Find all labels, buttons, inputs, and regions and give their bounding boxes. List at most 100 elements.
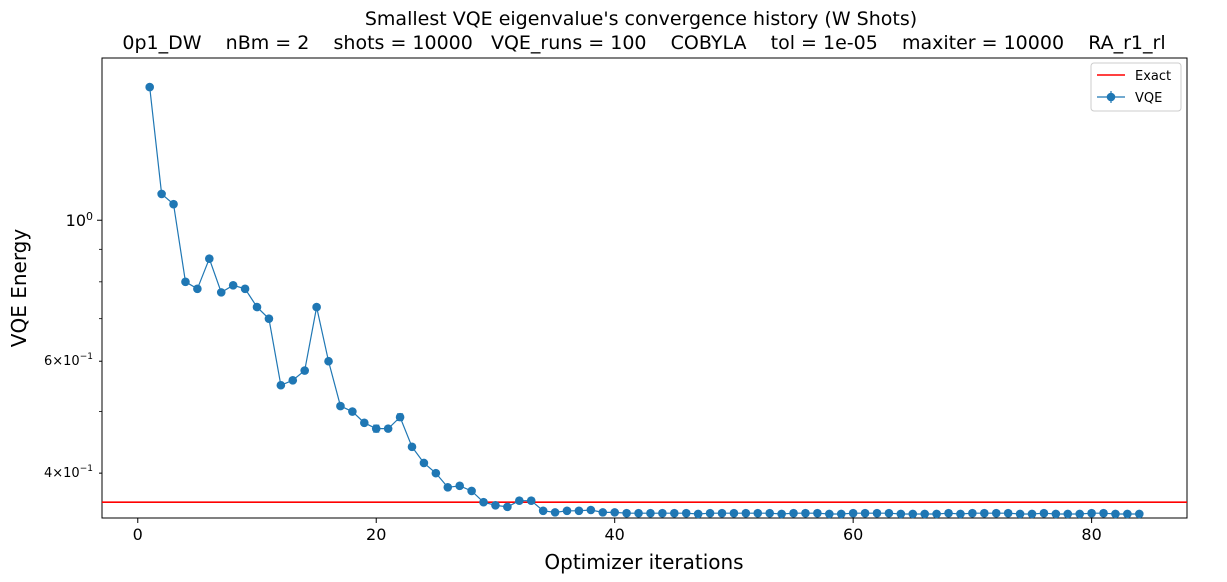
vqe-point [944,508,953,518]
vqe-point [157,189,166,199]
vqe-point [717,508,727,518]
vqe-point [491,501,500,510]
vqe-point [1099,508,1108,518]
vqe-point [503,502,512,512]
vqe-point [932,509,941,519]
vqe-point [753,508,763,518]
legend-vqe-marker [1106,92,1116,102]
vqe-point [300,366,309,375]
x-tick-label: 80 [1081,525,1101,544]
vqe-point [884,508,894,518]
vqe-point [598,508,608,517]
x-tick-label: 40 [605,525,625,544]
vqe-point [395,412,405,422]
vqe-point [467,486,476,496]
vqe-point [264,314,274,323]
vqe-point [658,508,667,518]
vqe-point [670,508,679,518]
vqe-point [479,497,488,507]
vqe-point [383,424,393,433]
vqe-point [1051,509,1061,519]
vqe-point [825,509,834,519]
vqe-point [538,506,548,516]
x-axis-label: Optimizer iterations [544,550,743,574]
vqe-point [407,442,417,452]
vqe-point [1039,508,1049,518]
chart-subtitle: 0p1_DW nBm = 2 shots = 10000 VQE_runs = … [122,32,1165,54]
vqe-point [836,509,846,519]
vqe-point [681,508,691,518]
vqe-point [216,288,226,297]
legend: Exact VQE [1090,62,1182,112]
vqe-point [288,375,298,385]
plot-frame [101,57,1188,519]
vqe-point [360,418,369,428]
vqe-point [1075,509,1084,519]
vqe-point [968,508,977,518]
vqe-point [777,509,786,519]
vqe-point [956,509,965,519]
vqe-point [980,508,989,518]
vqe-point [181,277,190,287]
vqe-point [860,508,870,518]
vqe-point [586,505,596,515]
vqe-point [1027,509,1037,519]
vqe-point [252,302,262,312]
plot-content [102,82,1187,519]
y-axis-ticks: 100 6×10−1 4×10−1 [44,210,102,481]
vqe-point [574,506,584,516]
vqe-point [1123,509,1132,519]
vqe-point [991,508,1001,518]
vqe-point [896,509,906,519]
vqe-point [789,508,798,518]
vqe-point [324,356,333,366]
x-tick-label: 60 [843,525,863,544]
vqe-point [526,496,536,505]
x-tick-label: 0 [133,525,143,544]
vqe-point [431,468,441,478]
vqe-point [336,401,345,411]
y-tick-label: 100 [66,210,93,230]
vqe-point [610,508,619,517]
vqe-point [419,458,429,468]
vqe-point [729,508,739,518]
vqe-point [312,302,321,312]
vqe-series-line [149,87,1140,515]
y-axis-label: VQE Energy [7,229,31,348]
x-tick-label: 20 [366,525,386,544]
vqe-point [240,284,250,294]
vqe-point [276,380,286,390]
vqe-point [169,199,178,209]
vqe-point [455,481,464,491]
legend-vqe-label: VQE [1135,91,1162,106]
x-axis-ticks: 0 20 40 60 80 [133,518,1102,544]
vqe-point [801,508,810,518]
vqe-point [693,509,703,519]
chart-title: Smallest VQE eigenvalue's convergence hi… [365,8,917,30]
vqe-point [562,506,572,516]
vqe-point [1015,509,1025,519]
vqe-point [813,508,822,518]
vqe-point [920,509,929,519]
vqe-point [228,280,238,290]
vqe-point [371,424,381,433]
legend-exact-label: Exact [1135,69,1171,84]
vqe-point [634,508,643,518]
vqe-point [848,508,858,518]
vqe-point [872,508,882,518]
vqe-point [741,508,751,518]
vqe-point [348,407,357,416]
vqe-point [765,508,774,518]
vqe-point [550,508,560,517]
vqe-point [1003,508,1013,518]
vqe-point [205,254,214,263]
vqe-point [1087,508,1096,518]
vqe-point [705,508,715,518]
vqe-point [193,284,202,294]
vqe-point [145,82,154,92]
y-tick-label: 4×10−1 [44,464,93,481]
vqe-point [1111,509,1120,519]
vqe-point [443,483,453,492]
vqe-point [1135,509,1144,519]
